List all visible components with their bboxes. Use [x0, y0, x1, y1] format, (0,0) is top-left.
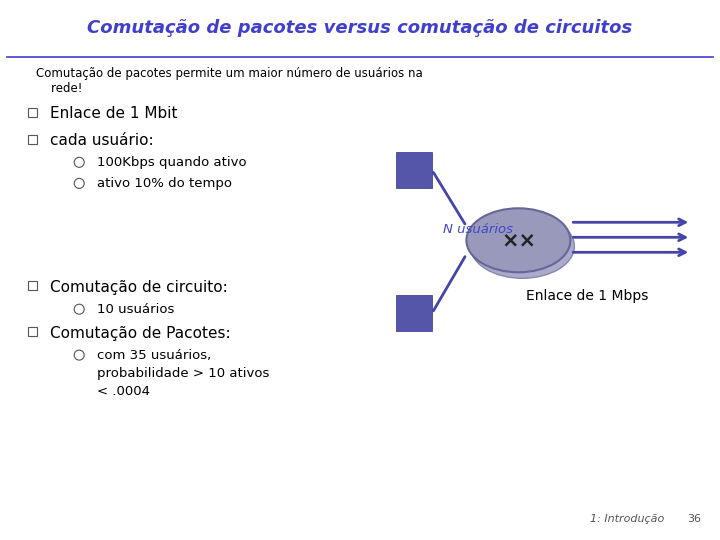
Ellipse shape: [470, 214, 575, 278]
FancyBboxPatch shape: [396, 295, 432, 331]
Text: 36: 36: [688, 514, 701, 524]
Circle shape: [74, 178, 84, 188]
Text: 10 usuários: 10 usuários: [97, 303, 174, 316]
Text: cada usuário:: cada usuário:: [50, 133, 154, 148]
Ellipse shape: [467, 208, 570, 272]
Text: Comutação de pacotes versus comutação de circuitos: Comutação de pacotes versus comutação de…: [87, 19, 633, 37]
FancyBboxPatch shape: [28, 327, 37, 336]
Circle shape: [74, 157, 84, 167]
Text: Comutação de pacotes permite um maior número de usuários na
    rede!: Comutação de pacotes permite um maior nú…: [36, 68, 423, 96]
Text: 100Kbps quando ativo: 100Kbps quando ativo: [97, 156, 247, 170]
Text: Enlace de 1 Mbit: Enlace de 1 Mbit: [50, 106, 178, 121]
Circle shape: [74, 304, 84, 314]
Text: Enlace de 1 Mbps: Enlace de 1 Mbps: [526, 289, 648, 303]
FancyBboxPatch shape: [28, 107, 37, 117]
FancyBboxPatch shape: [396, 152, 432, 188]
Circle shape: [74, 350, 84, 360]
Text: 1: Introdução: 1: Introdução: [590, 514, 665, 524]
Text: com 35 usuários,
probabilidade > 10 ativos
< .0004: com 35 usuários, probabilidade > 10 ativ…: [97, 349, 269, 398]
Text: N usuários: N usuários: [443, 223, 513, 236]
FancyBboxPatch shape: [28, 134, 37, 144]
FancyBboxPatch shape: [28, 281, 37, 291]
Text: Comutação de circuito:: Comutação de circuito:: [50, 280, 228, 295]
Text: Comutação de Pacotes:: Comutação de Pacotes:: [50, 326, 231, 341]
Text: ativo 10% do tempo: ativo 10% do tempo: [97, 177, 232, 191]
Text: ××: ××: [501, 230, 536, 251]
